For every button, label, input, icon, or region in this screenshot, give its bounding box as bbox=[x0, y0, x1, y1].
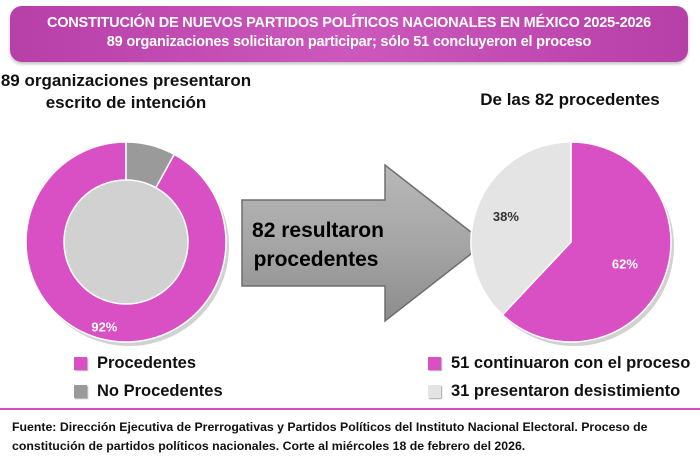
legend-label: No Procedentes bbox=[97, 381, 223, 400]
left-title-line2: escrito de intención bbox=[45, 93, 207, 112]
arrow-graphic: 82 resultaron procedentes bbox=[241, 163, 487, 323]
arrow-text-line2: procedentes bbox=[254, 248, 379, 271]
pie-slice-1 bbox=[125, 141, 176, 189]
legend-swatch-magenta bbox=[428, 356, 441, 370]
legend-label: 51 continuaron con el proceso bbox=[451, 353, 691, 372]
left-legend: Procedentes No Procedentes bbox=[74, 351, 223, 407]
data-label-0: 92% bbox=[91, 319, 117, 334]
arrow-text-line1: 82 resultaron bbox=[252, 219, 384, 242]
legend-label: 31 presentaron desistimiento bbox=[451, 381, 681, 400]
legend-item-desistimiento: 31 presentaron desistimiento bbox=[428, 379, 690, 403]
legend-item-no-procedentes: No Procedentes bbox=[74, 379, 223, 403]
left-chart-title: 89 organizaciones presentaron escrito de… bbox=[0, 70, 252, 114]
title-banner: CONSTITUCIÓN DE NUEVOS PARTIDOS POLÍTICO… bbox=[10, 6, 688, 62]
right-chart-title: De las 82 procedentes bbox=[480, 90, 660, 109]
pie-chart: 62% 38% bbox=[470, 141, 674, 346]
right-legend: 51 continuaron con el proceso 31 present… bbox=[428, 351, 690, 407]
legend-item-procedentes: Procedentes bbox=[74, 351, 223, 375]
legend-swatch-light-gray bbox=[428, 384, 441, 398]
data-label-0: 62% bbox=[612, 256, 638, 271]
pie-slice-0 bbox=[25, 141, 227, 343]
legend-label: Procedentes bbox=[97, 353, 197, 372]
divider bbox=[0, 408, 700, 410]
data-label-1: 38% bbox=[493, 209, 519, 224]
legend-swatch-magenta bbox=[74, 356, 87, 370]
legend-item-continuaron: 51 continuaron con el proceso bbox=[428, 351, 690, 375]
left-title-line1: 89 organizaciones presentaron bbox=[0, 71, 252, 90]
donut-chart: 92% bbox=[25, 141, 229, 346]
legend-swatch-gray bbox=[74, 384, 87, 398]
chart-title: CONSTITUCIÓN DE NUEVOS PARTIDOS POLÍTICO… bbox=[46, 15, 652, 31]
arrow-shape bbox=[241, 163, 487, 323]
pie-slice-0 bbox=[501, 141, 672, 343]
source-note: Fuente: Dirección Ejecutiva de Prerrogat… bbox=[12, 420, 648, 453]
pie-slice-1 bbox=[470, 141, 572, 316]
chart-subtitle: 89 organizaciones solicitaron participar… bbox=[106, 34, 592, 50]
